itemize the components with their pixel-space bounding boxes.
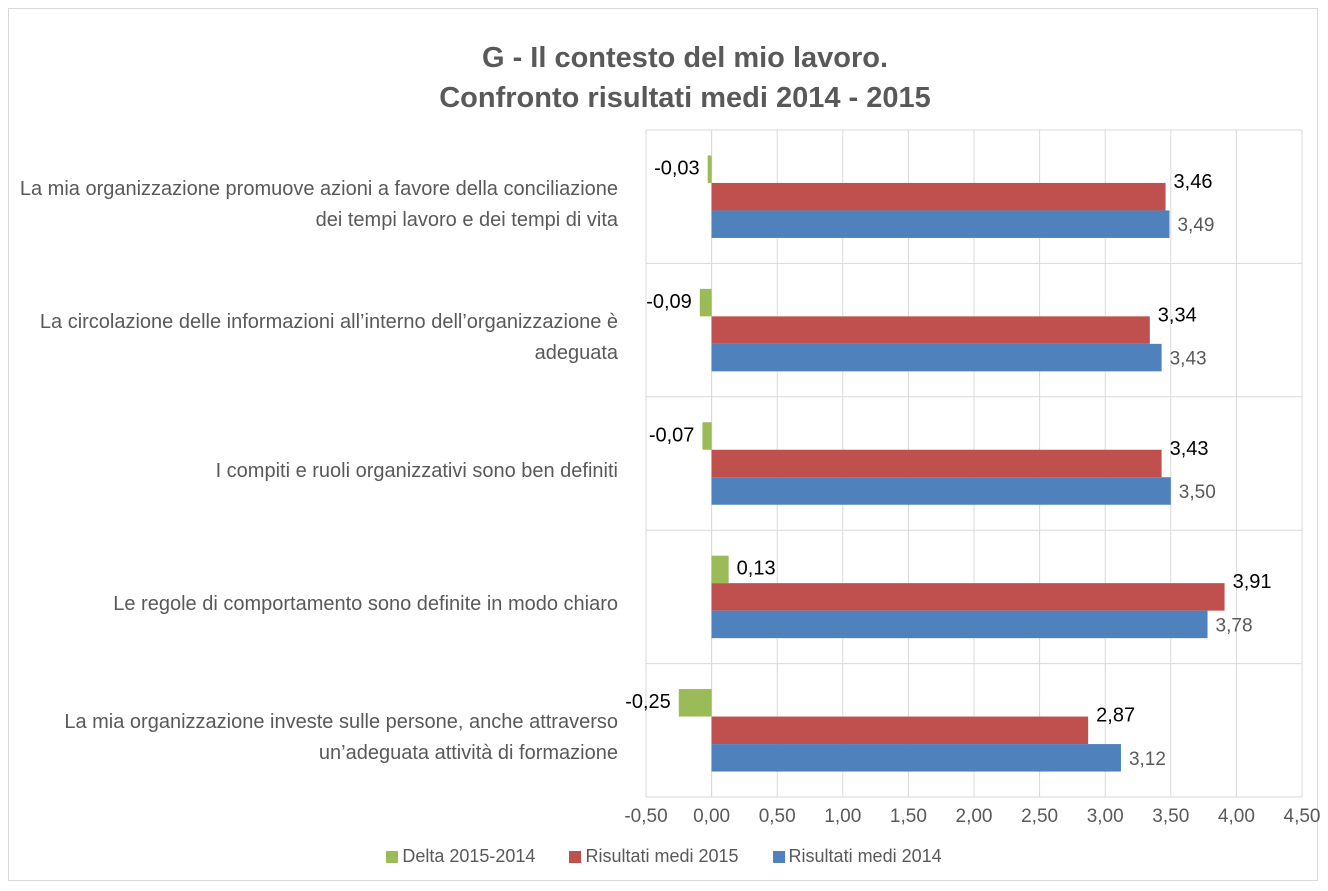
x-tick-label: 3,00	[1087, 806, 1124, 827]
x-tick-label: 0,00	[693, 806, 730, 827]
legend-swatch	[569, 850, 582, 863]
bar	[707, 155, 712, 183]
data-label: 3,46	[1174, 171, 1213, 193]
bar	[678, 689, 712, 717]
data-label: -0,09	[646, 291, 692, 313]
x-tick-label: 4,50	[1284, 806, 1321, 827]
legend-label: Risultati medi 2014	[788, 846, 942, 866]
chart-title: G - Il contesto del mio lavoro. Confront…	[439, 42, 931, 114]
bar	[702, 422, 712, 450]
x-tick-label: 0,50	[759, 806, 796, 827]
category-label: I compiti e ruoli organizzativi sono ben…	[215, 460, 618, 482]
bar	[699, 288, 712, 317]
data-label: -0,03	[654, 157, 700, 179]
data-label: 3,43	[1170, 438, 1209, 460]
legend: Delta 2015-2014 Risultati medi 2015 Risult…	[0, 846, 1328, 867]
bar	[711, 316, 1150, 344]
category-label: La circolazione delle informazioni all’i…	[39, 311, 618, 365]
bar	[711, 610, 1208, 639]
x-tick-label: 4,00	[1218, 806, 1255, 827]
data-label: 3,50	[1179, 482, 1216, 503]
data-label: 3,12	[1129, 749, 1166, 770]
legend-label: Risultati medi 2015	[585, 846, 739, 866]
x-tick-label: -0,50	[624, 806, 667, 827]
x-tick-label: 1,00	[824, 806, 861, 827]
category-label: Le regole di comportamento sono definite…	[113, 593, 618, 616]
bar	[711, 182, 1166, 211]
bar	[711, 555, 729, 584]
data-label: 3,49	[1177, 215, 1214, 236]
bar	[711, 449, 1162, 478]
data-label: 0,13	[737, 558, 776, 580]
legend-swatch	[386, 850, 399, 863]
data-label: 3,91	[1233, 571, 1272, 593]
legend-item: Risultati medi 2014	[772, 846, 942, 867]
x-tick-label: 2,00	[956, 806, 993, 827]
x-tick-label: 3,50	[1152, 806, 1189, 827]
data-label: 3,34	[1158, 304, 1197, 326]
legend-swatch	[772, 850, 785, 863]
data-label: 3,43	[1170, 349, 1207, 370]
data-label: -0,07	[649, 424, 695, 446]
legend-item: Risultati medi 2015	[569, 846, 739, 867]
legend-label: Delta 2015-2014	[402, 846, 536, 866]
data-label: 2,87	[1096, 705, 1135, 727]
bar	[711, 583, 1225, 611]
bar	[711, 477, 1171, 505]
data-label: -0,25	[625, 691, 671, 713]
bar	[711, 716, 1089, 745]
x-tick-label: 1,50	[890, 806, 927, 827]
category-label: La mia organizzazione investe sulle pers…	[64, 711, 618, 765]
category-label: La mia organizzazione promuove azioni a …	[19, 177, 618, 231]
bar	[711, 343, 1162, 372]
legend-item: Delta 2015-2014	[386, 846, 535, 867]
bar	[711, 744, 1121, 772]
chart-border	[8, 8, 1318, 881]
x-tick-label: 2,50	[1021, 806, 1058, 827]
data-label: 3,78	[1216, 615, 1253, 636]
bar	[711, 210, 1170, 238]
